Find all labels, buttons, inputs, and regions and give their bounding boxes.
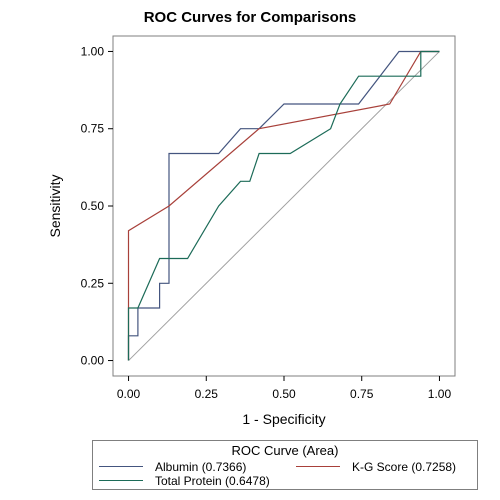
y-tick-label: 0.75 bbox=[81, 122, 105, 136]
chart-title: ROC Curves for Comparisons bbox=[143, 9, 357, 26]
y-tick-label: 0.50 bbox=[81, 199, 105, 213]
legend-label-total-protein: Total Protein (0.6478) bbox=[155, 473, 270, 488]
x-axis-label: 1 - Specificity bbox=[242, 411, 325, 427]
y-axis-label: Sensitivity bbox=[47, 174, 63, 237]
legend-swatch-kg-score bbox=[296, 466, 340, 468]
reference-diagonal bbox=[128, 51, 440, 361]
legend-entry-albumin: Albumin (0.7366) bbox=[99, 459, 246, 474]
x-tick-label: 0.75 bbox=[350, 387, 374, 401]
legend-title: ROC Curve (Area) bbox=[231, 443, 339, 458]
legend-label-kg-score: K-G Score (0.7258) bbox=[352, 459, 457, 474]
roc-plot: 0.00 0.25 0.50 0.75 1.00 0.00 0.25 0.50 0.75 1.00… bbox=[47, 35, 456, 427]
legend: ROC Curve (Area) Albumin (0.7366) K-G Sc… bbox=[92, 440, 478, 490]
legend-swatch-albumin bbox=[99, 466, 143, 468]
legend-entry-kg-score: K-G Score (0.7258) bbox=[296, 459, 456, 474]
series-line-2 bbox=[127, 50, 440, 361]
x-tick-label: 0.50 bbox=[272, 387, 296, 401]
y-tick-label: 0.25 bbox=[81, 276, 105, 290]
series-line-0 bbox=[127, 50, 440, 361]
x-tick-label: 0.25 bbox=[195, 387, 219, 401]
legend-label-albumin: Albumin (0.7366) bbox=[155, 459, 247, 474]
x-tick-label: 1.00 bbox=[428, 387, 452, 401]
y-tick-label: 1.00 bbox=[81, 44, 105, 58]
legend-entry-total-protein: Total Protein (0.6478) bbox=[99, 473, 270, 488]
x-tick-label: 0.00 bbox=[117, 387, 141, 401]
y-tick-label: 0.00 bbox=[81, 354, 105, 368]
legend-swatch-total-protein bbox=[99, 480, 143, 482]
